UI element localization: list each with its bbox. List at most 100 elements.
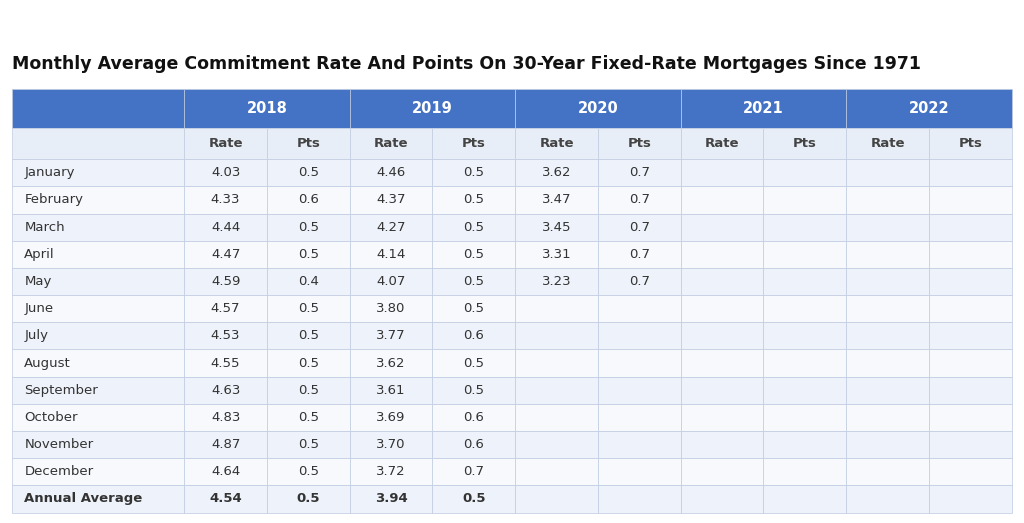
Bar xyxy=(432,159,515,186)
Bar xyxy=(349,377,432,404)
Text: 3.45: 3.45 xyxy=(542,221,571,234)
Bar xyxy=(432,458,515,485)
Bar xyxy=(267,431,349,458)
Bar xyxy=(929,349,1012,377)
Bar xyxy=(846,268,929,295)
Text: 4.47: 4.47 xyxy=(211,248,241,261)
Bar xyxy=(432,349,515,377)
Bar xyxy=(764,295,846,322)
Bar xyxy=(349,268,432,295)
Bar xyxy=(929,322,1012,349)
Bar xyxy=(681,295,764,322)
Text: 0.5: 0.5 xyxy=(462,493,485,505)
Bar xyxy=(598,295,681,322)
Bar xyxy=(349,431,432,458)
Text: 4.83: 4.83 xyxy=(211,411,241,424)
Bar xyxy=(846,213,929,241)
Text: September: September xyxy=(25,384,98,397)
Bar xyxy=(846,241,929,268)
Bar xyxy=(12,485,184,513)
Bar xyxy=(184,186,267,213)
Bar xyxy=(267,458,349,485)
Bar xyxy=(12,241,184,268)
Text: 4.27: 4.27 xyxy=(376,221,406,234)
Bar xyxy=(515,431,598,458)
Bar xyxy=(515,213,598,241)
Text: 0.5: 0.5 xyxy=(463,384,484,397)
Bar xyxy=(12,128,184,159)
Bar xyxy=(681,159,764,186)
Bar xyxy=(267,295,349,322)
Text: April: April xyxy=(25,248,55,261)
Bar xyxy=(846,349,929,377)
Bar xyxy=(764,404,846,431)
Bar xyxy=(267,241,349,268)
Text: 0.5: 0.5 xyxy=(463,302,484,315)
Bar xyxy=(681,89,846,128)
Bar xyxy=(929,213,1012,241)
Bar xyxy=(929,128,1012,159)
Bar xyxy=(432,213,515,241)
Bar xyxy=(515,322,598,349)
Text: 3.69: 3.69 xyxy=(377,411,406,424)
Bar xyxy=(846,89,1012,128)
Bar xyxy=(681,186,764,213)
Bar xyxy=(12,458,184,485)
Bar xyxy=(267,186,349,213)
Bar xyxy=(12,268,184,295)
Bar xyxy=(184,404,267,431)
Text: 0.5: 0.5 xyxy=(298,357,318,370)
Text: 0.5: 0.5 xyxy=(463,166,484,179)
Bar xyxy=(432,322,515,349)
Text: Rate: Rate xyxy=(374,137,409,150)
Bar xyxy=(184,485,267,513)
Text: 0.5: 0.5 xyxy=(298,248,318,261)
Bar xyxy=(515,241,598,268)
Text: October: October xyxy=(25,411,78,424)
Bar xyxy=(515,268,598,295)
Bar xyxy=(681,268,764,295)
Bar xyxy=(184,322,267,349)
Bar xyxy=(764,213,846,241)
Bar xyxy=(929,431,1012,458)
Text: 0.5: 0.5 xyxy=(463,194,484,207)
Bar xyxy=(764,485,846,513)
Bar xyxy=(184,431,267,458)
Bar xyxy=(764,186,846,213)
Text: August: August xyxy=(25,357,71,370)
Bar xyxy=(267,485,349,513)
Text: 4.54: 4.54 xyxy=(209,493,242,505)
Bar xyxy=(184,241,267,268)
Text: June: June xyxy=(25,302,53,315)
Bar xyxy=(184,458,267,485)
Bar xyxy=(846,431,929,458)
Text: 4.59: 4.59 xyxy=(211,275,241,288)
Text: 0.5: 0.5 xyxy=(298,302,318,315)
Bar xyxy=(598,431,681,458)
Bar xyxy=(598,128,681,159)
Text: 4.03: 4.03 xyxy=(211,166,241,179)
Bar xyxy=(846,404,929,431)
Bar xyxy=(929,186,1012,213)
Bar xyxy=(349,186,432,213)
Bar xyxy=(764,128,846,159)
Text: Rate: Rate xyxy=(540,137,573,150)
Bar xyxy=(432,485,515,513)
Bar xyxy=(681,404,764,431)
Text: 0.5: 0.5 xyxy=(298,411,318,424)
Bar xyxy=(681,322,764,349)
Text: Rate: Rate xyxy=(705,137,739,150)
Bar xyxy=(349,128,432,159)
Text: 4.63: 4.63 xyxy=(211,384,241,397)
Bar xyxy=(432,295,515,322)
Bar xyxy=(12,89,184,128)
Bar xyxy=(598,458,681,485)
Bar xyxy=(764,159,846,186)
Text: July: July xyxy=(25,329,48,343)
Bar xyxy=(598,213,681,241)
Bar xyxy=(12,431,184,458)
Bar xyxy=(846,322,929,349)
Text: 0.5: 0.5 xyxy=(298,384,318,397)
Bar xyxy=(598,322,681,349)
Text: Pts: Pts xyxy=(628,137,651,150)
